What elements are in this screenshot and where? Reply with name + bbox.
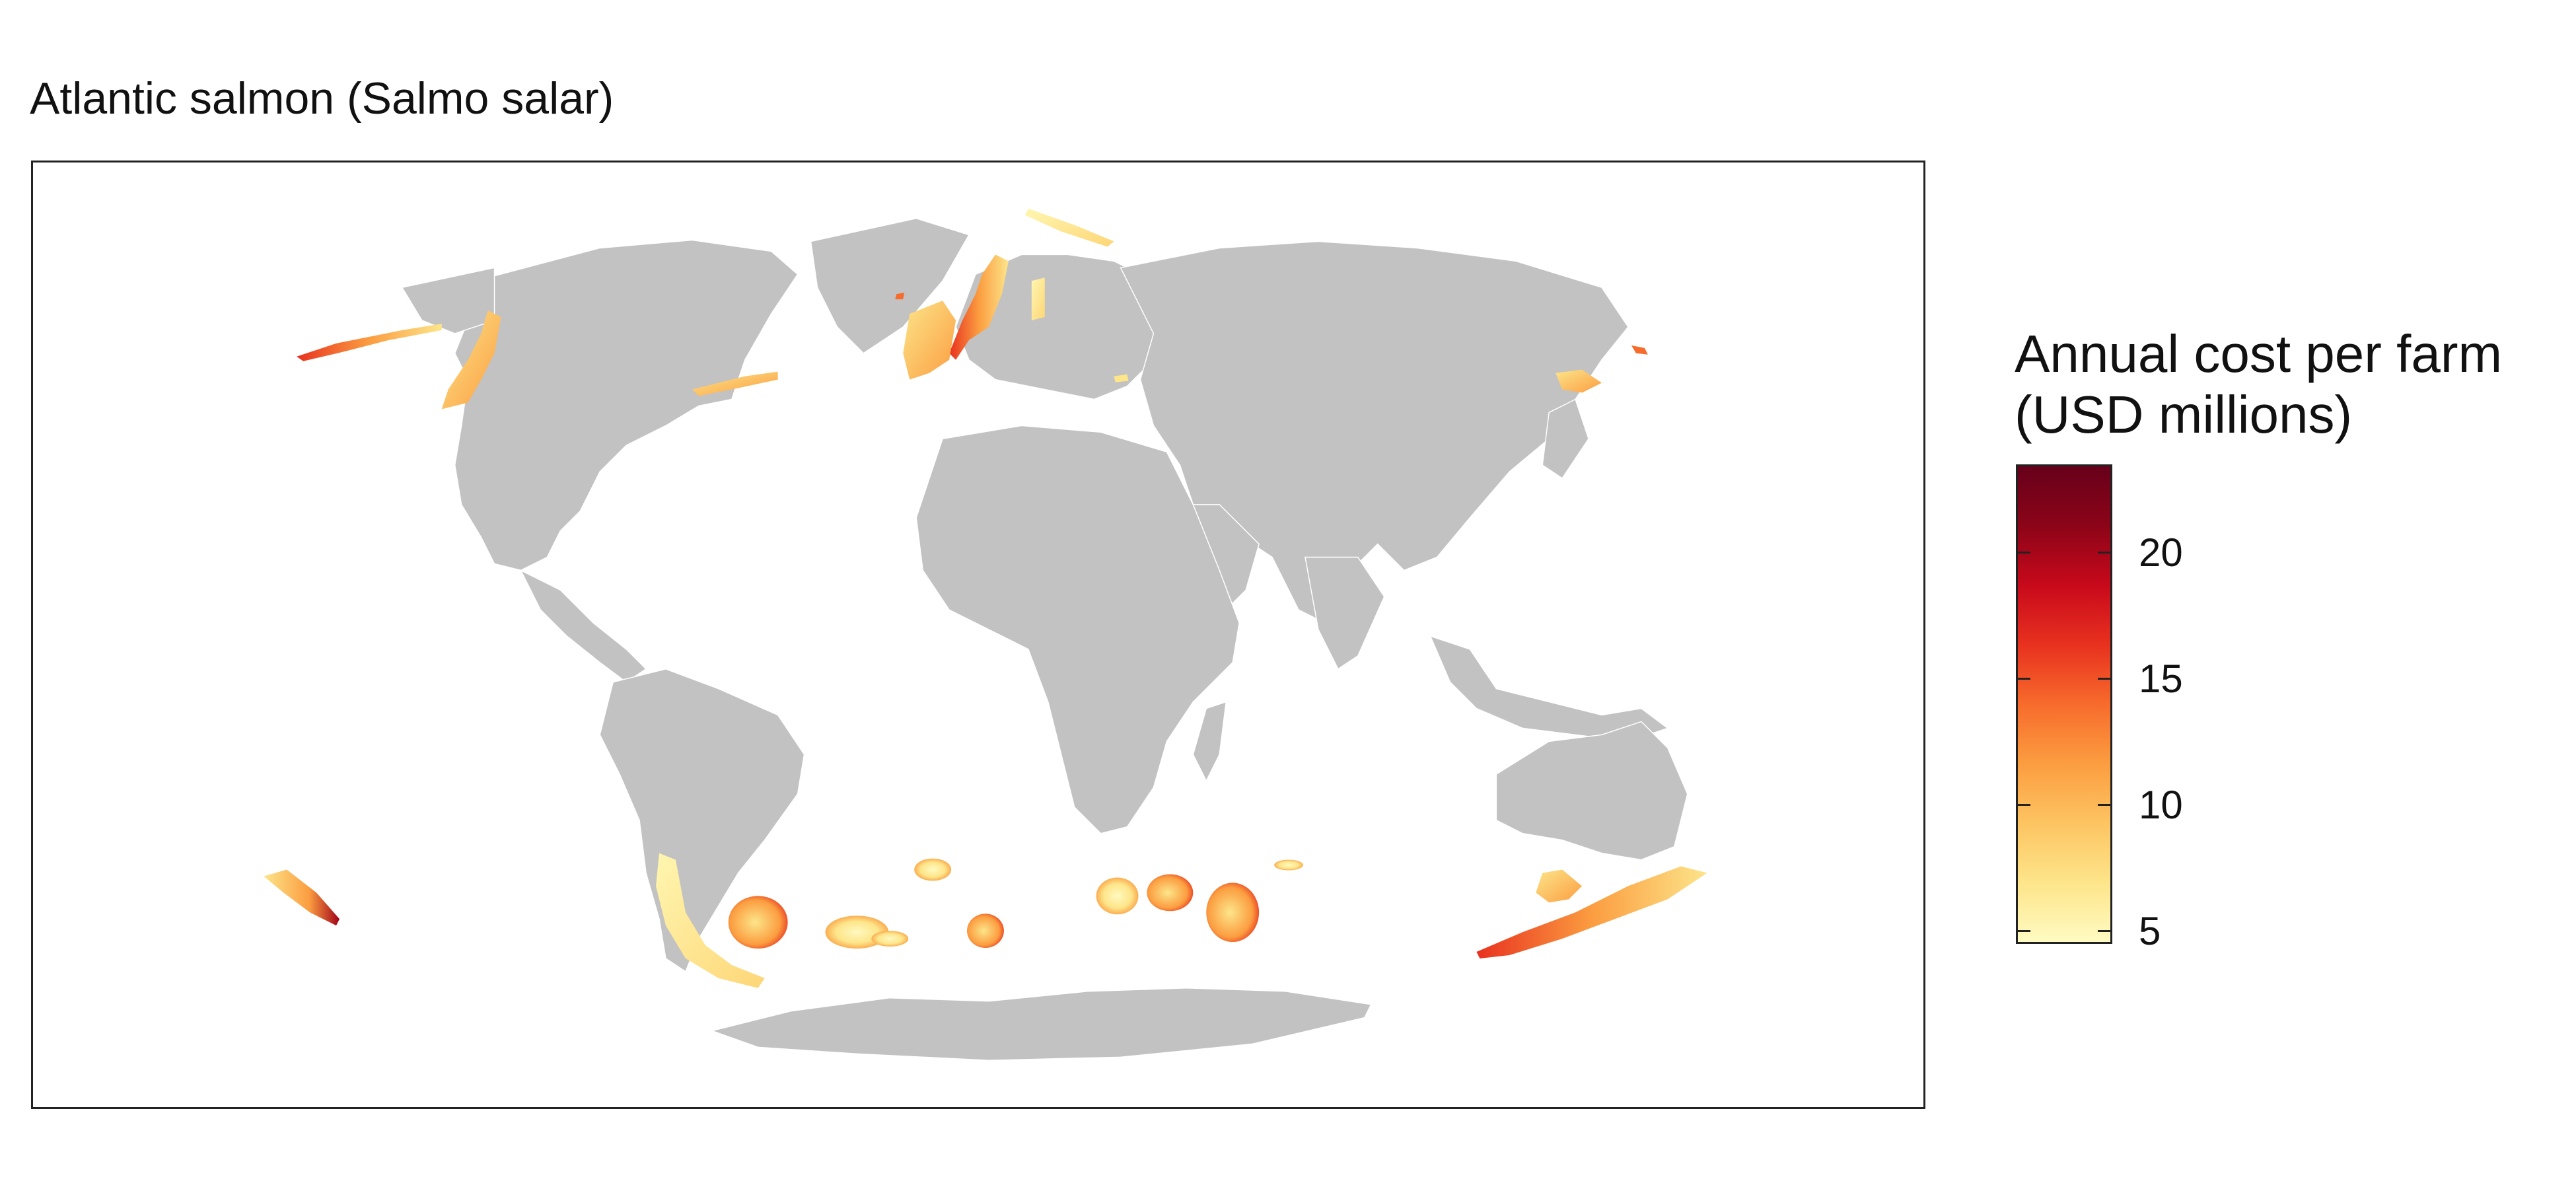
legend-tick-right [2098, 930, 2112, 933]
map-panel [31, 161, 1925, 1109]
land-australia [1495, 721, 1688, 861]
land-madagascar [1192, 701, 1227, 782]
land-india [1305, 556, 1385, 670]
land-southeast-asia [1429, 635, 1669, 742]
zone-pacific-northwest [441, 310, 501, 410]
legend-tick-right [2098, 678, 2112, 680]
land-masses [401, 217, 1688, 1062]
zone-iceland [895, 293, 905, 300]
zone-black-sea [1114, 374, 1129, 382]
land-africa [915, 425, 1240, 834]
legend-tick-label: 10 [2139, 782, 2183, 827]
zone-tasmania [1536, 869, 1583, 903]
land-asia [1120, 240, 1629, 624]
legend-tick-label: 15 [2139, 656, 2183, 701]
figure-title: Atlantic salmon (Salmo salar) [30, 73, 614, 124]
legend-title-line2: (USD millions) [2015, 385, 2353, 444]
zone-south-pacific [264, 869, 340, 926]
land-central-america [519, 569, 647, 683]
zone-amsterdam [1274, 859, 1303, 871]
zone-sakhalin [1556, 369, 1602, 393]
legend-title-line1: Annual cost per farm [2015, 324, 2503, 383]
land-europe [955, 254, 1168, 400]
zone-tristan [914, 858, 952, 881]
legend-tick-left [2016, 678, 2030, 680]
zone-kamchatka [1631, 345, 1648, 355]
land-south-america [599, 668, 805, 972]
land-japan [1542, 398, 1589, 480]
zone-british-isles [903, 301, 956, 380]
land-greenland [810, 217, 970, 354]
zone-alaska-coast [297, 323, 442, 361]
legend-tick-right [2098, 804, 2112, 807]
zone-south-georgia-east [871, 931, 909, 947]
zone-chile-coast [656, 853, 765, 988]
land-alaska [401, 267, 495, 334]
legend-tick-left [2016, 552, 2030, 554]
zone-baltic [1031, 277, 1045, 320]
zone-norway-coast [949, 254, 1009, 360]
zone-falklands [728, 896, 788, 949]
legend-tick-label: 20 [2139, 530, 2183, 575]
legend-title: Annual cost per farm (USD millions) [2015, 324, 2502, 445]
zone-bouvet [967, 914, 1004, 949]
land-antarctica [710, 988, 1372, 1062]
legend-tick-right [2098, 552, 2112, 554]
legend-tick-left [2016, 804, 2030, 807]
legend-tick-label: 5 [2139, 908, 2161, 953]
farm-cost-zones [264, 208, 1707, 988]
zone-atlantic-canada [692, 371, 778, 396]
legend-colorbar [2016, 464, 2112, 944]
legend-tick-left [2016, 930, 2030, 933]
zone-kerguelen [1206, 883, 1260, 943]
land-north-america [454, 239, 799, 571]
world-map [264, 208, 1707, 1062]
zone-new-zealand [1476, 866, 1707, 958]
zone-crozet [1147, 874, 1194, 912]
zone-barents [1024, 208, 1114, 247]
zone-prince-edward [1096, 877, 1139, 915]
